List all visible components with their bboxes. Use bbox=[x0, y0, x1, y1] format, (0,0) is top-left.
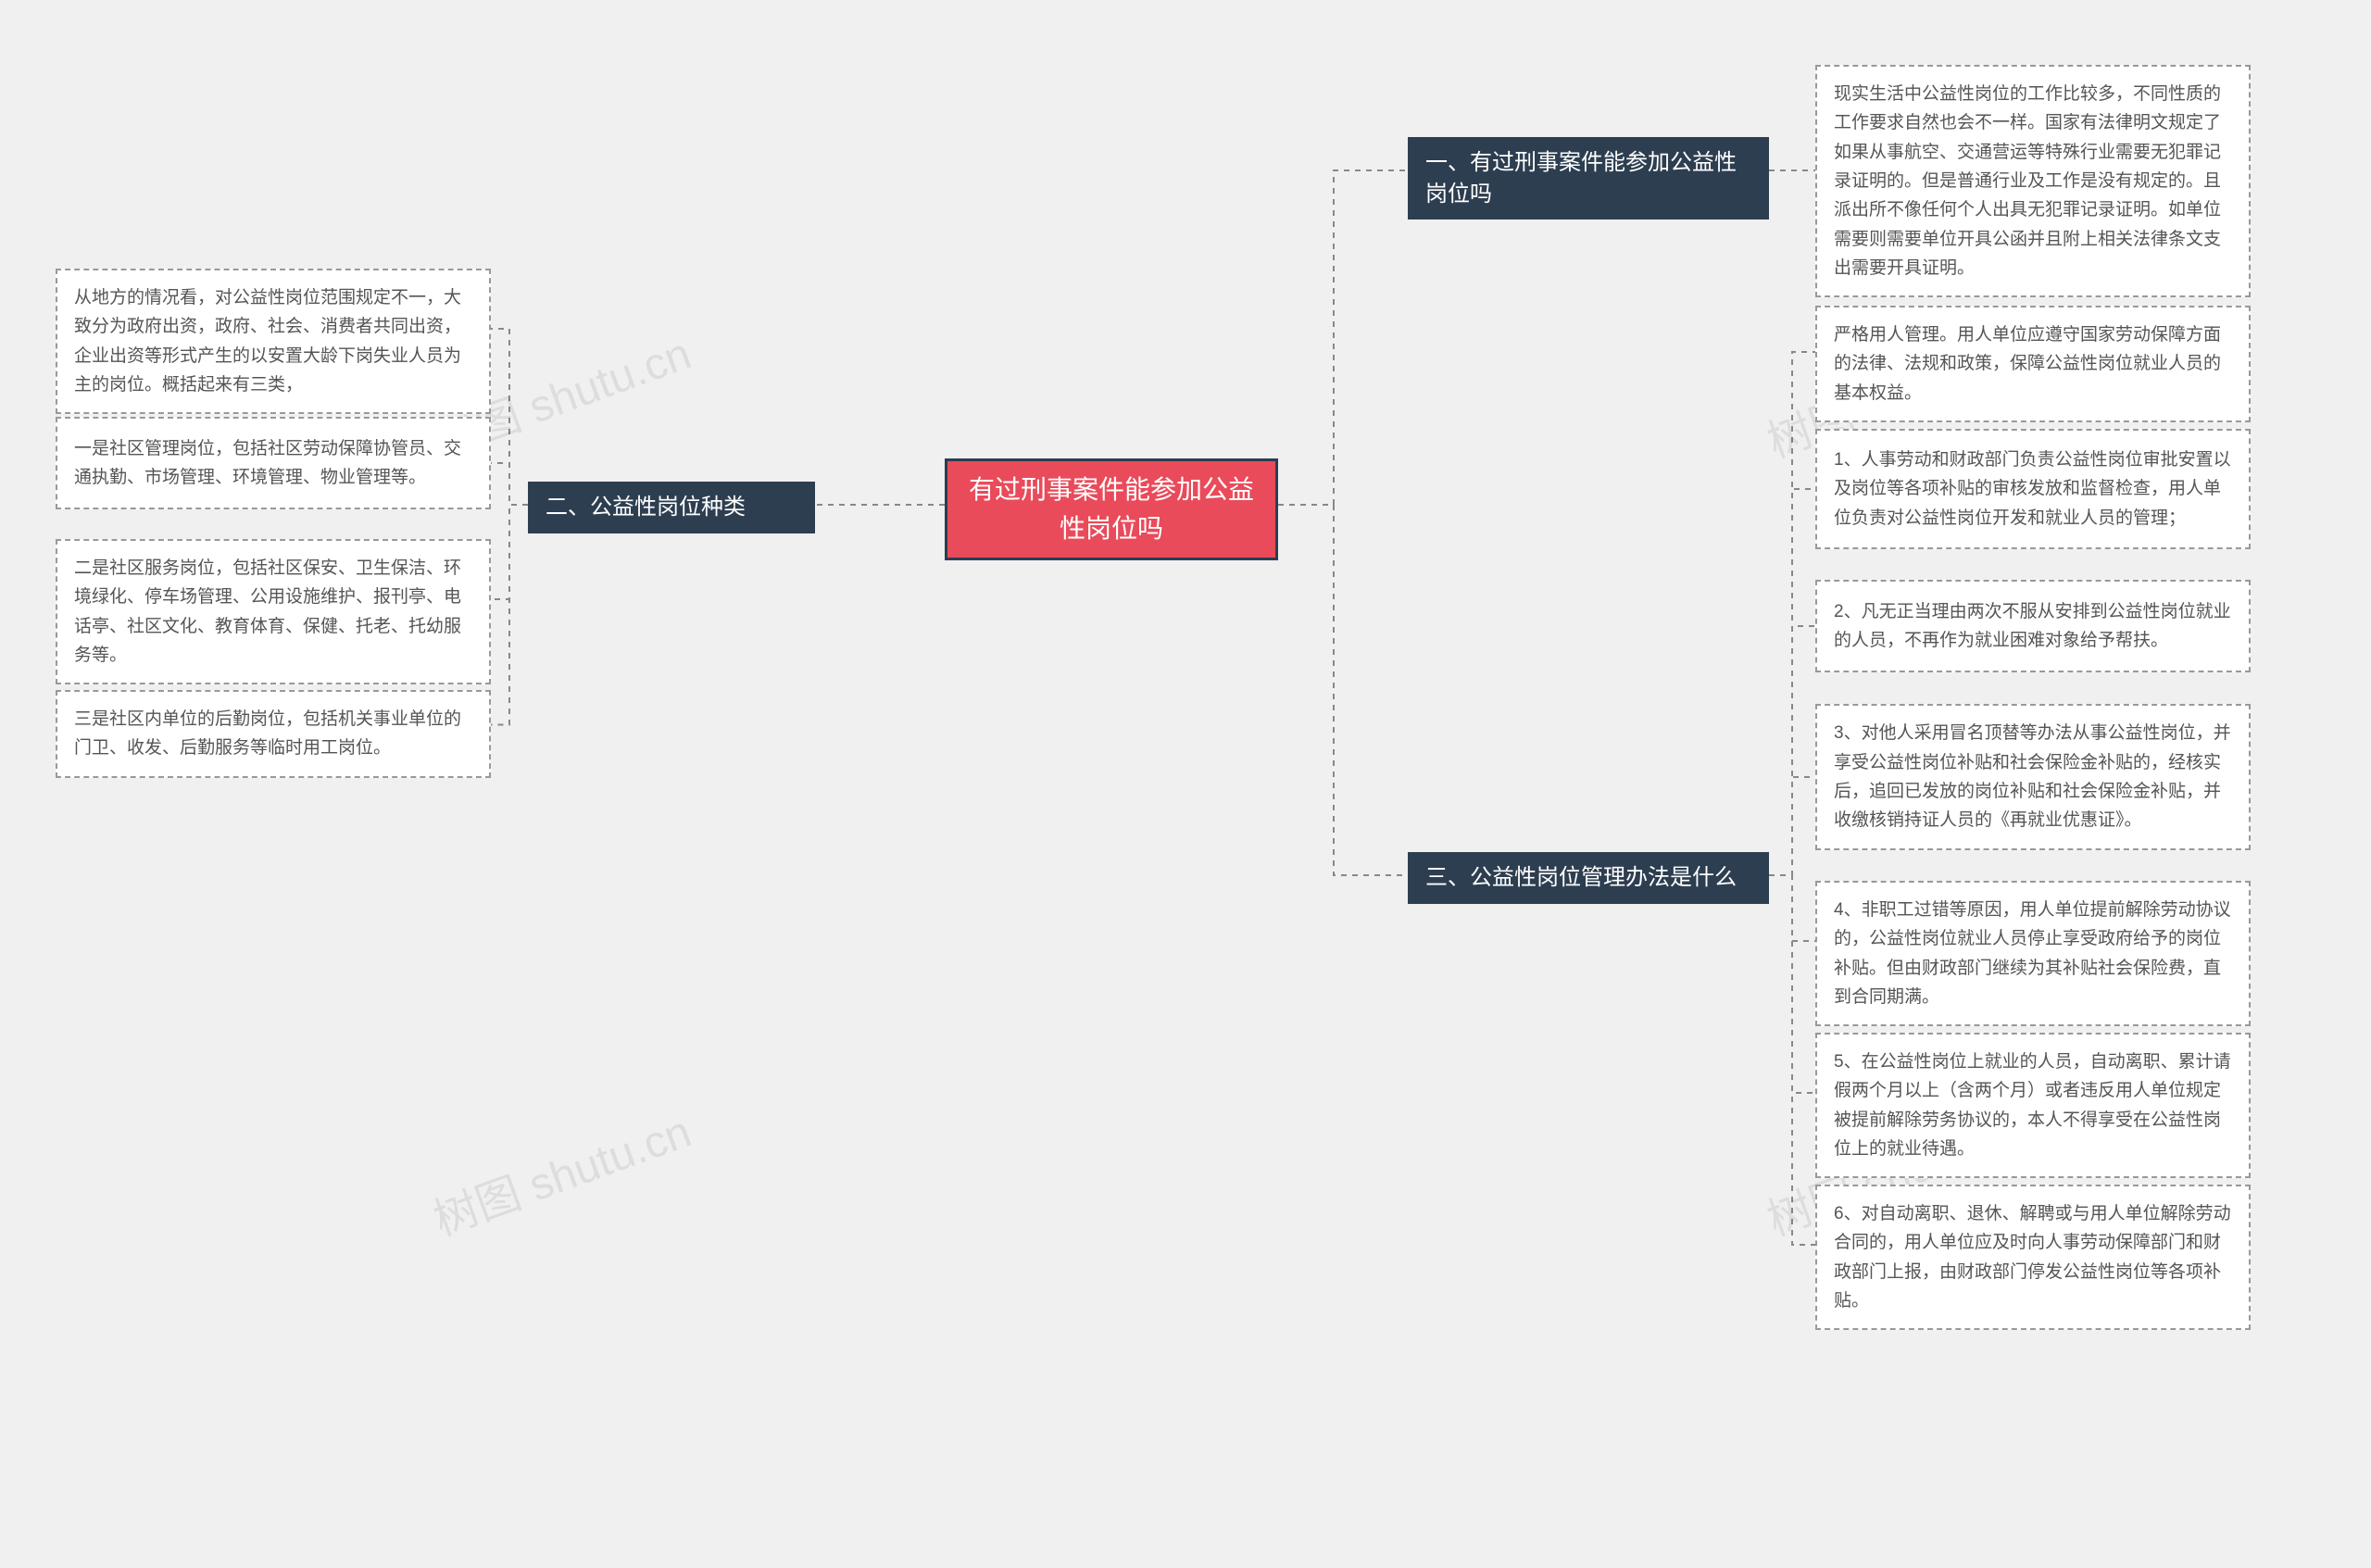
right-branch-0: 一、有过刑事案件能参加公益性岗位吗 bbox=[1408, 137, 1769, 220]
right-branch-1-leaf-5: 5、在公益性岗位上就业的人员，自动离职、累计请假两个月以上（含两个月）或者违反用… bbox=[1815, 1033, 2251, 1178]
right-branch-1-leaf-2: 2、凡无正当理由两次不服从安排到公益性岗位就业的人员，不再作为就业困难对象给予帮… bbox=[1815, 580, 2251, 672]
right-branch-1: 三、公益性岗位管理办法是什么 bbox=[1408, 852, 1769, 904]
right-branch-1-leaf-4: 4、非职工过错等原因，用人单位提前解除劳动协议的，公益性岗位就业人员停止享受政府… bbox=[1815, 881, 2251, 1026]
right-branch-1-leaf-3: 3、对他人采用冒名顶替等办法从事公益性岗位，并享受公益性岗位补贴和社会保险金补贴… bbox=[1815, 704, 2251, 850]
left-leaf-2: 二是社区服务岗位，包括社区保安、卫生保洁、环境绿化、停车场管理、公用设施维护、报… bbox=[56, 539, 491, 684]
left-branch: 二、公益性岗位种类 bbox=[528, 482, 815, 533]
left-leaf-3: 三是社区内单位的后勤岗位，包括机关事业单位的门卫、收发、后勤服务等临时用工岗位。 bbox=[56, 690, 491, 778]
watermark-3: 树图 shutu.cn bbox=[423, 1095, 698, 1248]
right-branch-1-leaf-0: 严格用人管理。用人单位应遵守国家劳动保障方面的法律、法规和政策，保障公益性岗位就… bbox=[1815, 306, 2251, 422]
center-node: 有过刑事案件能参加公益性岗位吗 bbox=[945, 458, 1278, 560]
left-leaf-1: 一是社区管理岗位，包括社区劳动保障协管员、交通执勤、市场管理、环境管理、物业管理… bbox=[56, 417, 491, 509]
right-branch-0-leaf-0: 现实生活中公益性岗位的工作比较多，不同性质的工作要求自然也会不一样。国家有法律明… bbox=[1815, 65, 2251, 297]
right-branch-1-leaf-1: 1、人事劳动和财政部门负责公益性岗位审批安置以及岗位等各项补贴的审核发放和监督检… bbox=[1815, 429, 2251, 549]
right-branch-1-leaf-6: 6、对自动离职、退休、解聘或与用人单位解除劳动合同的，用人单位应及时向人事劳动保… bbox=[1815, 1185, 2251, 1330]
left-leaf-0: 从地方的情况看，对公益性岗位范围规定不一，大致分为政府出资，政府、社会、消费者共… bbox=[56, 269, 491, 414]
